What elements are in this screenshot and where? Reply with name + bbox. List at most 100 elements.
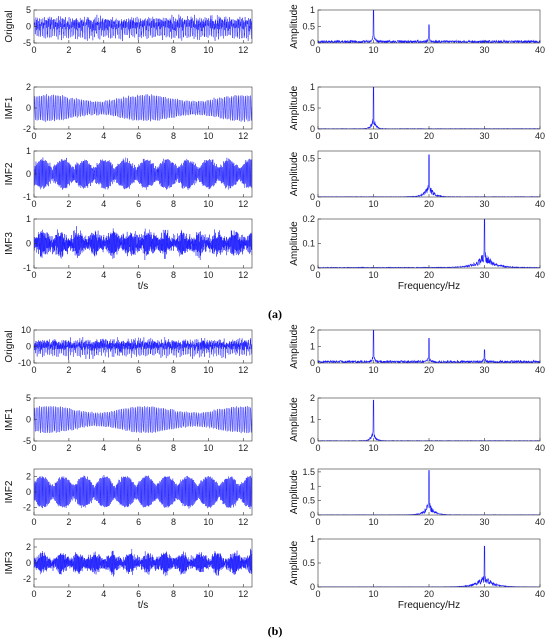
y-tick-label: 0 (310, 510, 315, 520)
series-line-g0-freq-0 (318, 10, 540, 43)
x-tick-label: 10 (203, 270, 213, 280)
x-tick-label: 20 (424, 131, 434, 141)
series-line-g1-time-1 (34, 405, 252, 434)
x-tick-label: 2 (66, 45, 71, 55)
series-line-g1-freq-0 (318, 330, 540, 363)
x-tick-label: 30 (479, 199, 489, 209)
x-tick-label: 10 (368, 131, 378, 141)
series-line-g0-time-1 (34, 94, 252, 123)
x-tick-label: 0 (315, 365, 320, 375)
x-tick-label: 4 (101, 270, 106, 280)
series-line-g1-freq-2 (318, 470, 540, 515)
y-tick-label: -1 (23, 263, 31, 273)
x-tick-label: 10 (368, 443, 378, 453)
y-tick-label: 0 (26, 103, 31, 113)
x-tick-label: 30 (479, 365, 489, 375)
y-tick-label: 1 (310, 82, 315, 92)
y-tick-label: 0.5 (302, 22, 315, 32)
axes-box-g0-freq-3 (317, 218, 541, 269)
x-tick-label: 8 (171, 270, 176, 280)
y-tick-label: 5 (26, 5, 31, 15)
x-tick-label: 4 (101, 517, 106, 527)
x-tick-label: 40 (535, 589, 545, 599)
y-axis-label: IMF2 (4, 480, 15, 503)
y-tick-label: 0 (26, 415, 31, 425)
x-tick-label: 4 (101, 45, 106, 55)
y-axis-label: Amplitude (289, 324, 300, 369)
y-tick-label: -5 (23, 436, 31, 446)
y-tick-label: 2 (26, 472, 31, 482)
x-tick-label: 0 (315, 199, 320, 209)
caption-a: (a) (268, 307, 282, 321)
x-tick-label: 4 (101, 199, 106, 209)
series-line-g0-time-3 (34, 226, 252, 261)
y-tick-label: 1 (310, 415, 315, 425)
x-tick-label: 0 (315, 45, 320, 55)
x-tick-label: 30 (479, 270, 489, 280)
y-axis-label: Amplitude (289, 151, 300, 196)
series-line-g1-freq-1 (318, 399, 540, 441)
x-tick-label: 8 (171, 45, 176, 55)
y-axis-label: Amplitude (289, 4, 300, 49)
x-tick-label: 2 (66, 270, 71, 280)
y-tick-label: 1 (310, 481, 315, 491)
y-axis-label: Amplitude (289, 397, 300, 442)
series-line-g0-freq-2 (318, 154, 540, 197)
y-tick-label: 0.5 (302, 154, 315, 164)
x-tick-label: 2 (66, 517, 71, 527)
y-axis-label: Amplitude (289, 221, 300, 266)
x-tick-label: 10 (203, 365, 213, 375)
x-axis-label: t/s (138, 281, 149, 292)
x-tick-label: 40 (535, 45, 545, 55)
x-tick-label: 12 (238, 365, 248, 375)
y-axis-label: IMF2 (4, 162, 15, 185)
x-tick-label: 30 (479, 131, 489, 141)
x-tick-label: 40 (535, 270, 545, 280)
y-tick-label: 0 (310, 38, 315, 48)
x-tick-label: 12 (238, 270, 248, 280)
x-tick-label: 10 (368, 270, 378, 280)
x-tick-label: 40 (535, 365, 545, 375)
y-axis-label: IMF3 (4, 232, 15, 255)
x-tick-label: 20 (424, 443, 434, 453)
x-tick-label: 8 (171, 199, 176, 209)
x-tick-label: 12 (238, 443, 248, 453)
y-tick-label: 2 (310, 393, 315, 403)
y-tick-label: 0 (310, 192, 315, 202)
x-tick-label: 30 (479, 45, 489, 55)
x-tick-label: 8 (171, 443, 176, 453)
x-tick-label: 12 (238, 199, 248, 209)
y-axis-label: Orignal (4, 10, 15, 42)
series-line-g1-freq-3 (318, 545, 540, 587)
y-axis-label: Amplitude (289, 469, 300, 514)
x-tick-label: 10 (203, 45, 213, 55)
axes-box-g1-freq-1 (317, 397, 541, 442)
y-tick-label: 0 (26, 169, 31, 179)
x-axis-label: Frequency/Hz (398, 600, 460, 611)
x-tick-label: 6 (136, 365, 141, 375)
axes-box-g1-freq-0 (317, 329, 541, 364)
y-tick-label: 1 (310, 534, 315, 544)
x-tick-label: 6 (136, 443, 141, 453)
x-tick-label: 10 (203, 517, 213, 527)
series-line-g0-time-2 (34, 157, 252, 190)
y-tick-label: 10 (21, 325, 31, 335)
x-tick-label: 20 (424, 199, 434, 209)
y-tick-label: 2 (26, 82, 31, 92)
x-tick-label: 0 (315, 443, 320, 453)
x-tick-label: 40 (535, 517, 545, 527)
y-tick-label: 0.2 (302, 214, 315, 224)
y-axis-label: IMF1 (4, 408, 15, 431)
chart-panel-g1-freq-0: 0 10 20 30 40 0 1 2 Amplitude (289, 324, 545, 375)
x-tick-label: 10 (368, 45, 378, 55)
x-tick-label: 10 (368, 517, 378, 527)
series-line-g0-freq-1 (318, 87, 540, 129)
x-tick-label: 10 (203, 199, 213, 209)
chart-panel-g1-freq-1: 0 10 20 30 40 0 1 2 Amplitude (289, 393, 545, 453)
x-tick-label: 0 (315, 270, 320, 280)
